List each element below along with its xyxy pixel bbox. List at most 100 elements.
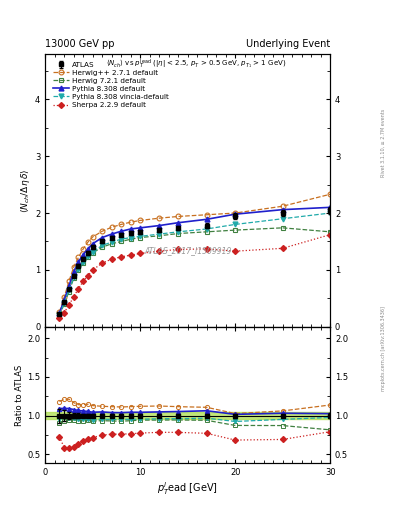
Text: 13000 GeV pp: 13000 GeV pp — [45, 38, 115, 49]
Pythia 8.308 vincia-default — [100, 242, 105, 248]
Pythia 8.308 vincia-default — [129, 234, 133, 241]
Herwig 7.2.1 default — [138, 234, 143, 241]
Pythia 8.308 vincia-default — [157, 231, 162, 237]
Pythia 8.308 vincia-default — [81, 259, 86, 265]
Sherpa 2.2.9 default — [81, 278, 86, 284]
Y-axis label: $\langle N_{ch} / \Delta\eta\,\delta\rangle$: $\langle N_{ch} / \Delta\eta\,\delta\ran… — [19, 168, 32, 212]
Pythia 8.308 default — [57, 310, 62, 316]
Text: mcplots.cern.ch [arXiv:1306.3436]: mcplots.cern.ch [arXiv:1306.3436] — [381, 306, 386, 391]
Herwig 7.2.1 default — [90, 250, 95, 256]
Sherpa 2.2.9 default — [90, 267, 95, 273]
Pythia 8.308 vincia-default — [76, 266, 81, 272]
Sherpa 2.2.9 default — [119, 254, 123, 260]
Pythia 8.308 default — [66, 283, 71, 289]
Herwig++ 2.7.1 default — [109, 224, 114, 230]
Pythia 8.308 default — [129, 226, 133, 232]
Herwig++ 2.7.1 default — [138, 218, 143, 224]
Pythia 8.308 vincia-default — [280, 216, 285, 222]
Pythia 8.308 default — [81, 251, 86, 258]
Pythia 8.308 default — [157, 223, 162, 229]
Text: Rivet 3.1.10, ≥ 2.7M events: Rivet 3.1.10, ≥ 2.7M events — [381, 109, 386, 178]
Pythia 8.308 vincia-default — [233, 221, 237, 227]
Herwig++ 2.7.1 default — [62, 294, 66, 301]
Pythia 8.308 vincia-default — [138, 233, 143, 240]
Herwig 7.2.1 default — [62, 301, 66, 307]
Herwig 7.2.1 default — [233, 227, 237, 233]
Line: Herwig++ 2.7.1 default: Herwig++ 2.7.1 default — [57, 192, 332, 314]
Pythia 8.308 vincia-default — [62, 300, 66, 306]
Sherpa 2.2.9 default — [57, 315, 62, 321]
Sherpa 2.2.9 default — [176, 246, 180, 252]
Pythia 8.308 vincia-default — [119, 236, 123, 242]
Herwig++ 2.7.1 default — [72, 264, 76, 270]
Bar — [45, 412, 330, 419]
Sherpa 2.2.9 default — [66, 302, 71, 308]
Herwig++ 2.7.1 default — [90, 234, 95, 240]
Sherpa 2.2.9 default — [129, 252, 133, 258]
Pythia 8.308 default — [76, 259, 81, 265]
Pythia 8.308 vincia-default — [72, 274, 76, 281]
Herwig++ 2.7.1 default — [204, 211, 209, 218]
Herwig++ 2.7.1 default — [66, 278, 71, 284]
Pythia 8.308 default — [280, 206, 285, 212]
Herwig 7.2.1 default — [76, 267, 81, 273]
Pythia 8.308 default — [328, 204, 332, 210]
Sherpa 2.2.9 default — [138, 250, 143, 257]
Herwig++ 2.7.1 default — [176, 214, 180, 220]
Herwig 7.2.1 default — [129, 236, 133, 242]
Pythia 8.308 default — [62, 297, 66, 303]
Y-axis label: Ratio to ATLAS: Ratio to ATLAS — [15, 365, 24, 425]
Text: $\langle N_{ch}\rangle$ vs $p_T^{\rm lead}$ ($|\eta|$ < 2.5, $p_T$ > 0.5 GeV, $p: $\langle N_{ch}\rangle$ vs $p_T^{\rm lea… — [106, 58, 286, 71]
Herwig++ 2.7.1 default — [76, 254, 81, 261]
Herwig 7.2.1 default — [86, 254, 90, 261]
Herwig++ 2.7.1 default — [328, 191, 332, 197]
Herwig 7.2.1 default — [57, 312, 62, 318]
Pythia 8.308 default — [233, 211, 237, 217]
Pythia 8.308 default — [90, 241, 95, 247]
Herwig++ 2.7.1 default — [100, 228, 105, 234]
Herwig 7.2.1 default — [81, 260, 86, 266]
Herwig 7.2.1 default — [176, 230, 180, 237]
Sherpa 2.2.9 default — [76, 286, 81, 292]
Herwig++ 2.7.1 default — [86, 239, 90, 245]
Sherpa 2.2.9 default — [72, 293, 76, 300]
Pythia 8.308 vincia-default — [86, 253, 90, 260]
Pythia 8.308 default — [86, 246, 90, 252]
Herwig 7.2.1 default — [280, 225, 285, 231]
Pythia 8.308 vincia-default — [57, 312, 62, 318]
Pythia 8.308 default — [119, 228, 123, 234]
Herwig 7.2.1 default — [66, 288, 71, 294]
Pythia 8.308 default — [72, 269, 76, 275]
Herwig 7.2.1 default — [109, 241, 114, 247]
Herwig 7.2.1 default — [157, 233, 162, 239]
Pythia 8.308 default — [100, 234, 105, 241]
Pythia 8.308 default — [109, 231, 114, 237]
Herwig++ 2.7.1 default — [81, 246, 86, 252]
Legend: ATLAS, Herwig++ 2.7.1 default, Herwig 7.2.1 default, Pythia 8.308 default, Pythi: ATLAS, Herwig++ 2.7.1 default, Herwig 7.… — [51, 60, 170, 110]
Sherpa 2.2.9 default — [157, 248, 162, 254]
Sherpa 2.2.9 default — [280, 245, 285, 251]
Sherpa 2.2.9 default — [109, 256, 114, 262]
X-axis label: $p_T^l$ead [GeV]: $p_T^l$ead [GeV] — [157, 480, 218, 497]
Herwig++ 2.7.1 default — [233, 210, 237, 216]
Herwig 7.2.1 default — [204, 229, 209, 235]
Pythia 8.308 vincia-default — [204, 226, 209, 232]
Herwig++ 2.7.1 default — [119, 221, 123, 227]
Sherpa 2.2.9 default — [62, 310, 66, 316]
Pythia 8.308 vincia-default — [66, 287, 71, 293]
Herwig++ 2.7.1 default — [157, 215, 162, 221]
Herwig 7.2.1 default — [119, 239, 123, 245]
Text: ATLAS_2017_I1509919: ATLAS_2017_I1509919 — [144, 246, 231, 255]
Pythia 8.308 default — [176, 220, 180, 226]
Line: Pythia 8.308 vincia-default: Pythia 8.308 vincia-default — [57, 210, 332, 317]
Herwig 7.2.1 default — [72, 275, 76, 282]
Pythia 8.308 vincia-default — [90, 249, 95, 255]
Pythia 8.308 vincia-default — [328, 210, 332, 216]
Sherpa 2.2.9 default — [328, 231, 332, 238]
Text: Underlying Event: Underlying Event — [246, 38, 330, 49]
Herwig++ 2.7.1 default — [129, 219, 133, 225]
Sherpa 2.2.9 default — [100, 260, 105, 266]
Herwig++ 2.7.1 default — [57, 309, 62, 315]
Herwig 7.2.1 default — [328, 229, 332, 235]
Line: Pythia 8.308 default: Pythia 8.308 default — [57, 205, 332, 315]
